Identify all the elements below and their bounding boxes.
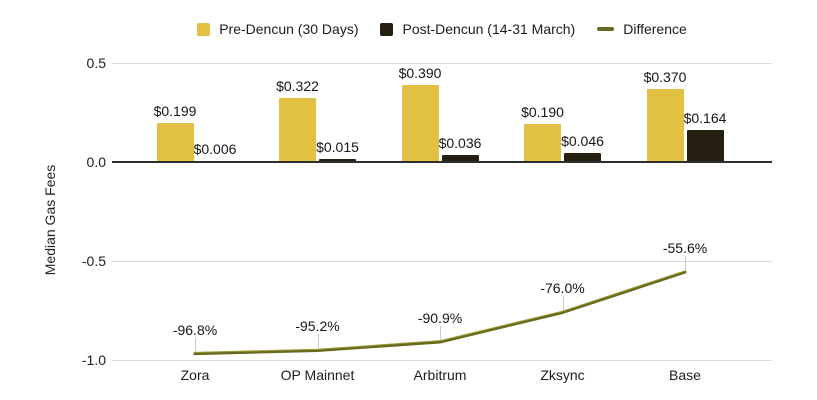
- legend-label: Pre-Dencun (30 Days): [219, 21, 359, 37]
- legend-item-difference: Difference: [597, 21, 687, 37]
- bar-value-label: $0.006: [193, 140, 237, 157]
- legend-item-pre-dencun-30-days: Pre-Dencun (30 Days): [197, 21, 358, 37]
- bar-pre-dencun-30-days-arbitrum: [401, 84, 439, 162]
- bar-pre-dencun-30-days-zksync: [524, 124, 561, 162]
- x-axis-zero-line: [112, 161, 772, 163]
- difference-value-label: -95.2%: [295, 318, 340, 335]
- label-leader-line: [317, 334, 319, 349]
- y-tick-label: -1.0: [81, 352, 106, 368]
- legend-swatch-difference-icon: [597, 27, 615, 31]
- legend-swatch-pre-dencun-30-days-icon: [197, 22, 211, 36]
- gridline: [112, 63, 772, 64]
- y-axis-title: Median Gas Fees: [42, 164, 58, 276]
- x-axis-label-arbitrum: Arbitrum: [413, 367, 467, 383]
- bar-value-label: $0.164: [683, 109, 727, 126]
- bar-value-label: $0.046: [561, 132, 604, 149]
- bar-value-label: $0.390: [398, 64, 442, 81]
- legend-label: Post-Dencun (14-31 March): [402, 21, 576, 37]
- difference-value-label: -90.9%: [417, 309, 463, 326]
- x-axis-label-zksync: Zksync: [540, 367, 585, 383]
- x-axis-label-zora: Zora: [180, 367, 210, 383]
- bar-post-dencun-14-31-march-base: [686, 129, 724, 162]
- bar-pre-dencun-30-days-op-mainnet: [279, 98, 316, 162]
- bar-post-dencun-14-31-march-zksync: [564, 152, 601, 162]
- label-leader-line: [562, 296, 564, 311]
- chart-legend: Pre-Dencun (30 Days) Post-Dencun (14-31 M…: [112, 19, 772, 39]
- gridline: [112, 261, 772, 262]
- bar-pre-dencun-30-days-zora: [156, 122, 194, 162]
- difference-value-label: -76.0%: [540, 280, 585, 297]
- difference-value-label: -96.8%: [172, 321, 218, 338]
- y-tick-label: 0.5: [86, 55, 106, 71]
- y-tick-label: -0.5: [81, 253, 106, 269]
- x-axis-label-base: Base: [669, 367, 701, 383]
- bar-post-dencun-14-31-march-op-mainnet: [319, 159, 356, 162]
- bar-value-label: $0.370: [643, 68, 687, 85]
- bar-value-label: $0.190: [521, 104, 564, 121]
- x-axis-label-op-mainnet: OP Mainnet: [280, 367, 355, 383]
- label-leader-line: [440, 325, 441, 340]
- y-tick-label: 0.0: [86, 154, 106, 170]
- legend-swatch-post-dencun-14-31-march-icon: [380, 22, 394, 36]
- bar-post-dencun-14-31-march-arbitrum: [441, 154, 479, 162]
- bar-pre-dencun-30-days-base: [646, 88, 684, 162]
- difference-value-label: -55.6%: [662, 240, 708, 257]
- bar-value-label: $0.199: [153, 102, 197, 119]
- bar-value-label: $0.036: [438, 134, 482, 151]
- legend-item-post-dencun-14-31-march: Post-Dencun (14-31 March): [380, 21, 575, 37]
- bar-value-label: $0.322: [276, 78, 319, 95]
- label-leader-line: [195, 337, 196, 352]
- label-leader-line: [685, 256, 686, 271]
- gridline: [112, 360, 772, 361]
- bar-value-label: $0.015: [316, 139, 359, 156]
- legend-label: Difference: [623, 21, 687, 37]
